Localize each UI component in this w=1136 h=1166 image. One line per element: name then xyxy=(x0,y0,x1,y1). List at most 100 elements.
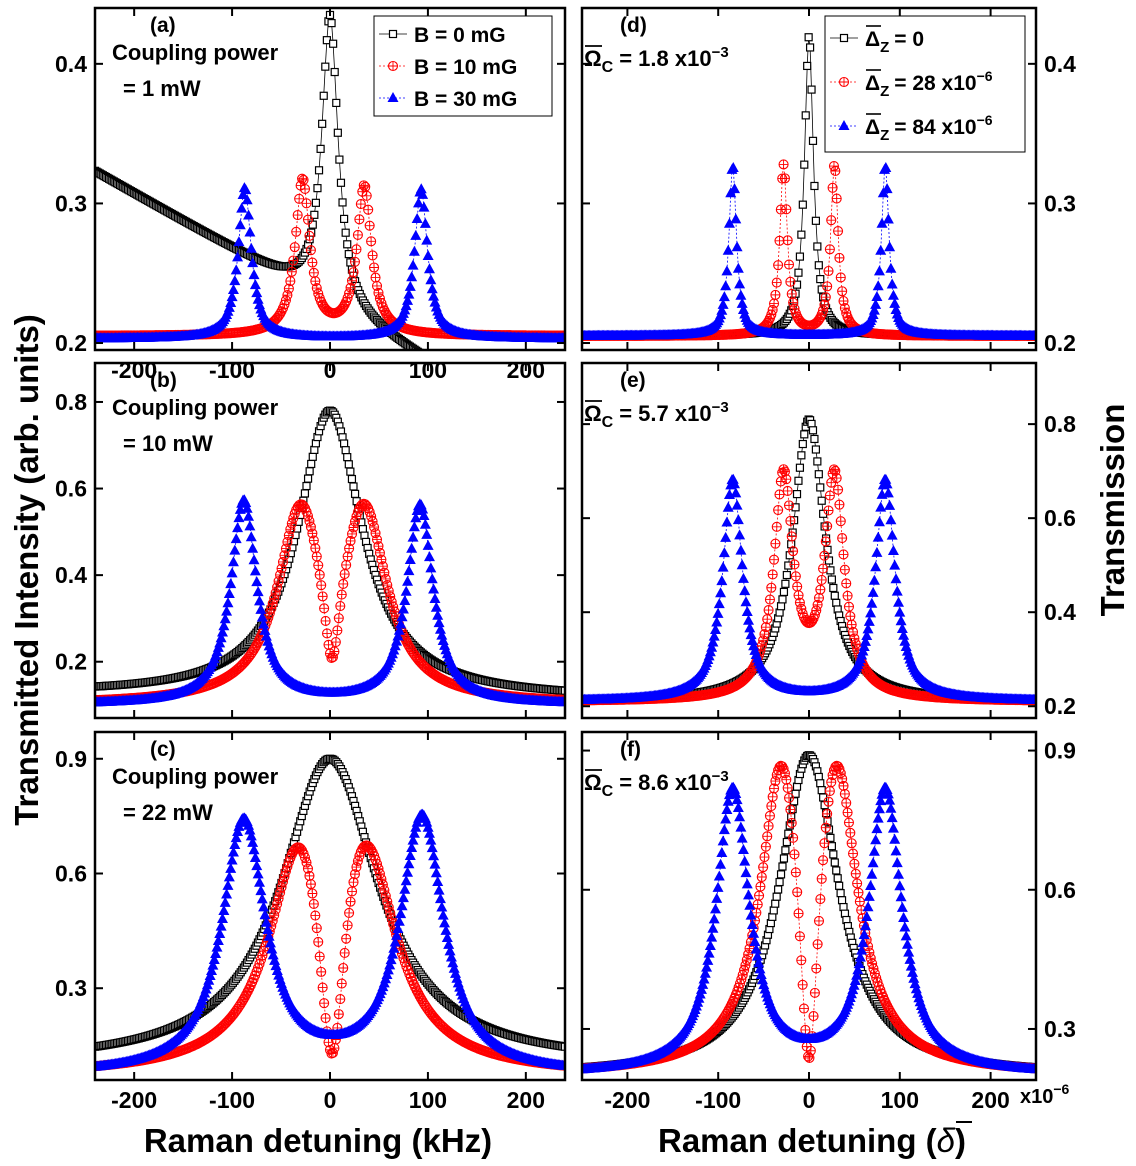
data-point xyxy=(308,267,319,278)
legend-item: B = 30 mG xyxy=(379,88,517,111)
data-point xyxy=(210,947,222,958)
data-point xyxy=(395,618,407,629)
data-point xyxy=(533,419,540,426)
data-point xyxy=(308,535,319,546)
data-point xyxy=(876,217,888,228)
data-point xyxy=(820,536,831,547)
data-point xyxy=(267,949,279,960)
data-point xyxy=(785,515,796,526)
plot-area-a xyxy=(95,10,565,432)
data-point xyxy=(425,274,437,285)
data-point xyxy=(500,400,507,407)
data-point xyxy=(460,376,467,383)
data-point xyxy=(311,282,322,294)
data-point xyxy=(505,403,512,410)
data-point xyxy=(816,574,827,585)
data-point xyxy=(223,588,235,599)
data-point xyxy=(252,293,264,304)
data-point xyxy=(428,583,440,594)
legend-item: ΔZ = 28 x10−6 xyxy=(830,68,993,100)
data-point xyxy=(247,257,259,268)
data-point xyxy=(832,598,841,607)
data-point xyxy=(818,305,829,316)
data-point xyxy=(808,426,818,435)
data-point xyxy=(861,630,873,641)
data-point xyxy=(251,287,263,298)
data-point xyxy=(252,586,264,597)
data-point xyxy=(885,514,897,525)
series-b-1 xyxy=(95,498,565,706)
data-point xyxy=(335,994,346,1005)
data-point xyxy=(369,262,380,273)
data-point xyxy=(230,264,242,275)
data-point xyxy=(310,445,319,454)
data-point xyxy=(740,596,752,607)
data-point xyxy=(302,481,311,491)
data-point xyxy=(410,229,422,240)
data-point xyxy=(211,941,223,952)
legend-marker xyxy=(387,92,399,102)
data-point xyxy=(815,584,826,595)
data-point xyxy=(241,502,253,513)
data-point xyxy=(410,821,422,832)
data-point xyxy=(256,893,268,904)
legend-marker xyxy=(839,33,849,43)
data-point xyxy=(805,43,815,52)
data-point xyxy=(823,265,834,277)
data-point xyxy=(230,533,242,544)
data-point xyxy=(344,249,353,259)
data-point xyxy=(818,563,829,574)
data-point xyxy=(406,271,418,282)
data-point xyxy=(422,250,434,261)
data-point xyxy=(716,575,728,586)
data-point xyxy=(447,957,459,968)
data-point xyxy=(374,868,385,879)
data-point xyxy=(227,283,239,294)
data-point xyxy=(340,439,349,448)
data-point xyxy=(319,91,328,100)
data-point xyxy=(455,373,462,380)
data-point xyxy=(764,594,776,605)
data-point xyxy=(792,490,802,499)
data-point xyxy=(397,892,409,903)
series-line xyxy=(582,479,1036,701)
data-point xyxy=(342,920,353,931)
data-point xyxy=(837,533,848,544)
data-point xyxy=(258,618,270,629)
data-point xyxy=(216,626,228,637)
data-point xyxy=(303,474,313,483)
data-point xyxy=(508,405,515,412)
data-point xyxy=(336,978,347,989)
data-point xyxy=(332,625,343,636)
data-point xyxy=(709,624,721,635)
data-point xyxy=(543,425,550,432)
data-point xyxy=(488,393,495,400)
data-point xyxy=(768,298,780,309)
data-point xyxy=(436,629,448,640)
data-point xyxy=(386,948,398,959)
data-point xyxy=(419,518,431,529)
data-point xyxy=(344,288,355,299)
data-point xyxy=(204,970,216,981)
data-point xyxy=(729,183,741,194)
data-point xyxy=(423,551,435,562)
data-point xyxy=(474,385,481,392)
data-point xyxy=(333,128,342,137)
data-point xyxy=(391,635,403,646)
data-point xyxy=(875,501,887,512)
data-point xyxy=(886,529,898,540)
data-point xyxy=(896,622,908,633)
legend-item: ΔZ = 0 xyxy=(830,25,924,56)
data-point xyxy=(380,890,391,901)
data-point xyxy=(351,862,362,873)
data-point xyxy=(450,371,457,378)
data-point xyxy=(713,598,725,609)
data-point xyxy=(792,581,803,592)
data-point xyxy=(776,602,786,611)
data-point xyxy=(760,622,771,633)
data-point xyxy=(277,876,289,887)
data-point xyxy=(244,520,256,531)
data-point xyxy=(422,539,434,550)
data-point xyxy=(352,229,363,241)
data-point xyxy=(313,936,324,947)
